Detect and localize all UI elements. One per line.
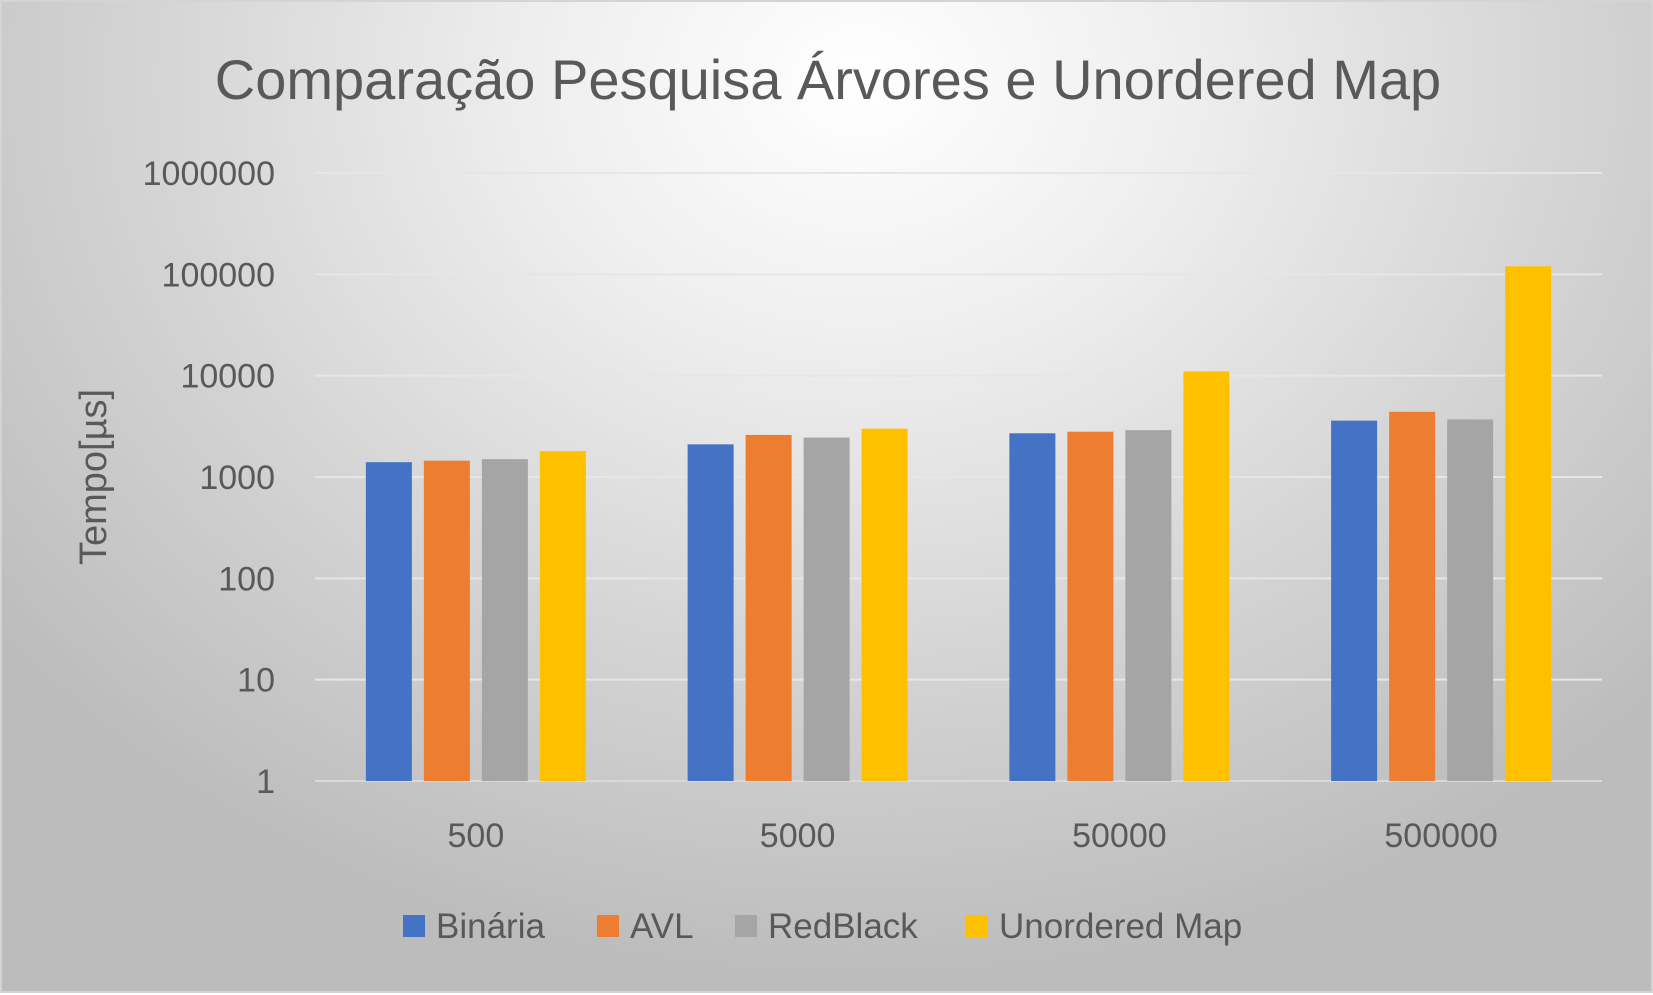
y-tick-label: 100000 (162, 256, 275, 294)
y-axis-ticks: 1000000 100000 10000 1000 100 10 1 (143, 155, 275, 801)
legend: Binária AVL RedBlack Unordered Map (403, 907, 1242, 946)
y-tick-label: 10000 (180, 358, 275, 396)
bars (365, 266, 1552, 781)
legend-swatch (403, 915, 425, 937)
x-axis-ticks: 500 5000 50000 500000 (448, 817, 1498, 855)
bar-avl-500 (423, 460, 470, 781)
x-tick-label: 50000 (1072, 817, 1167, 855)
bar-redblack-500 (481, 459, 528, 781)
x-tick-label: 500000 (1384, 817, 1497, 855)
bar-bin-ria-50000 (1009, 433, 1056, 781)
legend-swatch (597, 915, 619, 937)
bar-bin-ria-500 (365, 462, 412, 781)
bar-unordered-map-500 (539, 451, 586, 781)
x-tick-label: 5000 (760, 817, 836, 855)
bar-unordered-map-500000 (1505, 266, 1552, 781)
bar-avl-500000 (1389, 411, 1436, 781)
y-tick-label: 10 (237, 662, 275, 700)
bar-unordered-map-5000 (861, 428, 908, 781)
y-tick-label: 1000 (199, 459, 275, 497)
y-tick-label: 1 (256, 763, 275, 801)
legend-swatch (735, 915, 757, 937)
x-tick-label: 500 (448, 817, 505, 855)
bar-redblack-500000 (1447, 419, 1494, 781)
y-tick-label: 1000000 (143, 155, 275, 193)
chart-title: Comparação Pesquisa Árvores e Unordered … (215, 48, 1441, 111)
gridlines (315, 172, 1602, 782)
bar-unordered-map-50000 (1183, 371, 1230, 781)
bar-bin-ria-500000 (1331, 420, 1378, 781)
bar-avl-50000 (1067, 431, 1114, 781)
legend-label: Binária (436, 907, 545, 946)
legend-swatch (966, 915, 988, 937)
bar-redblack-5000 (803, 437, 850, 781)
legend-label: RedBlack (768, 907, 918, 946)
y-tick-label: 100 (218, 560, 275, 598)
legend-label: AVL (630, 907, 694, 946)
legend-label: Unordered Map (999, 907, 1242, 946)
bar-bin-ria-5000 (687, 444, 734, 781)
bar-avl-5000 (745, 434, 792, 781)
y-axis-title: Tempo[µs] (73, 389, 115, 565)
bar-redblack-50000 (1125, 430, 1172, 781)
